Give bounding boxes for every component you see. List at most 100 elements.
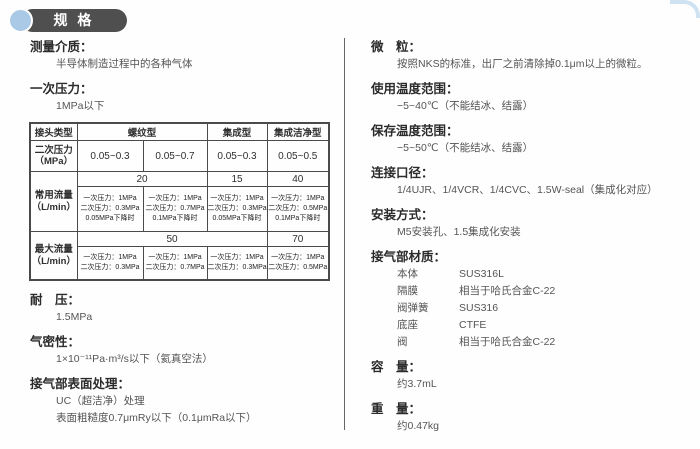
spec-section-connection-size: 连接口径： 1/4UJR、1/4VCR、1/4CVC、1.5W-seal（集成化… <box>371 164 694 199</box>
spec-section-pressure-resistance: 耐 压： 1.5MPa <box>30 291 344 326</box>
normal-flow-values-row: 常用流量 （L/min） 20 15 40 <box>29 171 330 232</box>
condition-line: 一次压力：1MPa <box>148 254 202 262</box>
material-name: 相当于哈氏合金C-22 <box>459 285 556 297</box>
flow-condition-cell: 一次压力：1MPa 二次压力：0.7MPa 0.1MPa下降时 <box>142 186 208 232</box>
flow-condition-cell: 一次压力：1MPa 二次压力：0.3MPa 0.05MPa下降时 <box>206 186 268 232</box>
page-title: 规 格 <box>53 12 95 28</box>
secondary-pressure-value: 0.05~0.5 <box>266 140 330 172</box>
normal-flow-value: 15 <box>206 171 268 187</box>
spec-value: 表面粗糙度0.7μmRy以下（0.1μmRa以下） <box>56 412 257 424</box>
row-label-line: （L/min） <box>31 255 76 267</box>
max-flow-conditions-row: 一次压力：1MPa 二次压力：0.3MPa 一次压力：1MPa 二次压力：0.7… <box>30 246 330 281</box>
condition-line: 0.1MPa下降时 <box>152 214 198 222</box>
page-corner-decoration <box>670 0 700 18</box>
spec-value: −5~40℃（不能结冰、结露） <box>397 100 534 112</box>
max-flow-values-row: 最大流量 （L/min） 50 70 <box>29 231 330 281</box>
spec-value: 1.5MPa <box>56 311 93 323</box>
condition-line: 0.05MPa下降时 <box>212 214 262 222</box>
condition-line: 0.1MPa下降时 <box>275 214 321 222</box>
section-header: 规 格 <box>8 8 148 34</box>
material-name: 相当于哈氏合金C-22 <box>459 336 556 348</box>
spec-label: 使用温度范围： <box>371 82 459 96</box>
condition-line: 一次压力：1MPa <box>210 195 264 203</box>
secondary-pressure-value: 0.05~0.7 <box>142 140 208 172</box>
spec-value: 1/4UJR、1/4VCR、1/4CVC、1.5W-seal（集成化对应） <box>397 184 658 196</box>
section-title-pill: 规 格 <box>21 9 127 32</box>
flow-condition-cell: 一次压力：1MPa 二次压力：0.7MPa <box>142 246 208 281</box>
condition-line: 二次压力：0.7MPa <box>145 264 205 271</box>
condition-line: 二次压力：0.3MPa <box>207 264 267 271</box>
header-bullet-circle-icon <box>8 8 33 33</box>
spec-section-materials: 接气部材质： 本体 SUS316L 隔膜 相当于哈氏合金C-22 阀弹簧 SUS… <box>371 248 694 351</box>
flow-condition-cell: 一次压力：1MPa 二次压力：0.3MPa 0.05MPa下降时 <box>76 186 144 232</box>
condition-line: 一次压力：1MPa <box>83 195 137 203</box>
col-header-integrated-clean: 集成洁净型 <box>266 122 330 141</box>
material-name: SUS316 <box>459 302 499 314</box>
secondary-pressure-row: 二次压力 （MPa） 0.05~0.3 0.05~0.7 0.05~0.3 0.… <box>29 140 330 172</box>
material-row: 底座 CTFE <box>397 317 694 334</box>
spec-value: 约3.7mL <box>397 378 437 390</box>
spec-section-operating-temp: 使用温度范围： −5~40℃（不能结冰、结露） <box>371 80 694 115</box>
material-part: 底座 <box>397 319 418 331</box>
normal-flow-value: 20 <box>76 171 208 187</box>
condition-line: 二次压力：0.7MPa <box>145 205 205 213</box>
material-row: 隔膜 相当于哈氏合金C-22 <box>397 283 694 300</box>
flow-condition-cell: 一次压力：1MPa 二次压力：0.3MPa <box>76 246 144 281</box>
spec-label: 气密性： <box>30 335 81 349</box>
flow-condition-cell: 一次压力：1MPa 二次压力：0.5MPa <box>266 246 330 281</box>
material-row: 阀 相当于哈氏合金C-22 <box>397 334 694 351</box>
max-flow-value: 70 <box>266 231 330 247</box>
condition-line: 一次压力：1MPa <box>271 254 325 262</box>
right-column: 微 粒： 按照NKS的标准，出厂之前清除掉0.1μm以上的微粒。 使用温度范围：… <box>345 38 700 449</box>
condition-line: 一次压力：1MPa <box>210 254 264 262</box>
spec-value: −5~50℃（不能结冰、结露） <box>397 142 534 154</box>
spec-section-particles: 微 粒： 按照NKS的标准，出厂之前清除掉0.1μm以上的微粒。 <box>371 38 694 73</box>
spec-section-surface-treatment: 接气部表面处理： UC（超洁净）处理 表面粗糙度0.7μmRy以下（0.1μmR… <box>30 375 344 427</box>
condition-line: 0.05MPa下降时 <box>85 214 135 222</box>
spec-section-storage-temp: 保存温度范围： −5~50℃（不能结冰、结露） <box>371 122 694 157</box>
condition-line: 二次压力：0.3MPa <box>80 264 140 271</box>
row-label-line: （L/min） <box>31 201 76 213</box>
table-corner-header: 接头类型 <box>29 122 78 141</box>
flow-condition-cell: 一次压力：1MPa 二次压力：0.3MPa <box>206 246 268 281</box>
secondary-pressure-value: 0.05~0.3 <box>206 140 268 172</box>
condition-line: 二次压力：0.3MPa <box>207 205 267 213</box>
normal-flow-value: 40 <box>266 171 330 187</box>
col-header-integrated: 集成型 <box>206 122 268 141</box>
spec-label: 微 粒： <box>371 40 422 54</box>
flow-condition-cell: 一次压力：1MPa 二次压力：0.5MPa 0.1MPa下降时 <box>266 186 330 232</box>
spec-label: 保存温度范围： <box>371 124 459 138</box>
material-name: SUS316L <box>459 268 504 280</box>
condition-line: 二次压力：0.3MPa <box>80 205 140 213</box>
spec-value: 1×10⁻¹¹Pa·m³/s以下（氦真空法） <box>56 353 213 365</box>
row-label-line: （MPa） <box>34 156 74 167</box>
spec-value: M5安装孔、1.5集成化安装 <box>397 226 521 238</box>
material-part: 本体 <box>397 268 418 280</box>
material-name: CTFE <box>459 319 487 331</box>
left-column: 测量介质： 半导体制造过程中的各种气体 一次压力： 1MPa以下 接头类型 螺纹… <box>0 38 344 449</box>
material-row: 阀弹簧 SUS316 <box>397 300 694 317</box>
spec-label: 耐 压： <box>30 293 81 307</box>
spec-value: 约0.47kg <box>397 420 440 432</box>
material-part: 隔膜 <box>397 285 418 297</box>
condition-line: 一次压力：1MPa <box>148 195 202 203</box>
spec-label: 接气部表面处理： <box>30 377 131 391</box>
row-label-max-flow: 最大流量 （L/min） <box>29 231 78 281</box>
material-row: 本体 SUS316L <box>397 266 694 283</box>
spec-label: 重 量： <box>371 402 422 416</box>
secondary-pressure-value: 0.05~0.3 <box>76 140 144 172</box>
spec-section-medium: 测量介质： 半导体制造过程中的各种气体 <box>30 38 344 73</box>
spec-label: 容 量： <box>371 360 422 374</box>
spec-label: 连接口径： <box>371 166 434 180</box>
spec-label: 一次压力： <box>30 82 93 96</box>
content-columns: 测量介质： 半导体制造过程中的各种气体 一次压力： 1MPa以下 接头类型 螺纹… <box>0 38 700 449</box>
condition-line: 一次压力：1MPa <box>271 195 325 203</box>
row-label-line: 二次压力 <box>34 144 73 156</box>
row-label-normal-flow: 常用流量 （L/min） <box>29 171 78 232</box>
spec-section-capacity: 容 量： 约3.7mL <box>371 358 694 393</box>
spec-section-weight: 重 量： 约0.47kg <box>371 400 694 435</box>
column-divider <box>344 38 345 430</box>
spec-label: 安装方式： <box>371 208 434 222</box>
spec-section-primary-pressure: 一次压力： 1MPa以下 <box>30 80 344 115</box>
condition-line: 一次压力：1MPa <box>83 254 137 262</box>
